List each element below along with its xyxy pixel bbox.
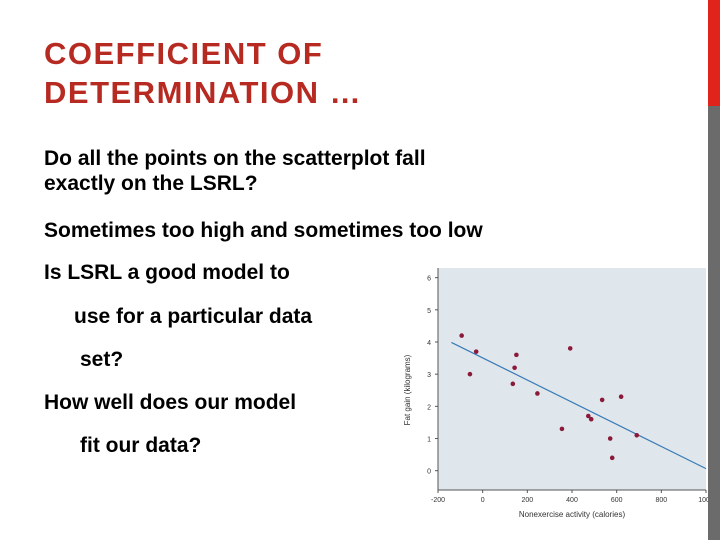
question-1-line-2: exactly on the LSRL? bbox=[44, 172, 258, 195]
scatterplot-chart: 0 1 2 3 4 5 6 -200 0 200 400 600 800 1000 Fat gain (… bbox=[398, 264, 708, 528]
x-tick-label: 200 bbox=[521, 497, 533, 504]
question-1-line-1: Do all the points on the scatterplot fal… bbox=[44, 147, 426, 170]
data-point bbox=[535, 391, 540, 396]
y-ticks: 0 1 2 3 4 5 6 bbox=[427, 276, 438, 476]
y-tick-label: 3 bbox=[427, 372, 431, 379]
x-tick-label: 400 bbox=[566, 497, 578, 504]
y-tick-label: 6 bbox=[427, 276, 431, 283]
data-point bbox=[607, 436, 613, 441]
data-point bbox=[618, 394, 624, 399]
data-point bbox=[473, 349, 479, 354]
data-point bbox=[512, 365, 517, 371]
question-2-line-2: use for a particular data bbox=[74, 305, 313, 328]
slide-title: COEFFICIENT OF DETERMINATION … bbox=[44, 34, 644, 112]
y-axis-label: Fat gain (kilograms) bbox=[403, 354, 412, 425]
y-tick-label: 2 bbox=[427, 404, 431, 411]
y-tick-label: 5 bbox=[427, 308, 431, 315]
question-2-line-3: set? bbox=[80, 348, 124, 371]
regression-line bbox=[451, 341, 707, 470]
y-tick-label: 1 bbox=[427, 437, 431, 444]
title-line-1: COEFFICIENT OF bbox=[44, 36, 324, 71]
x-tick-label: 0 bbox=[481, 497, 485, 504]
x-tick-label: -200 bbox=[431, 497, 445, 504]
question-2-line-1: Is LSRL a good model to bbox=[44, 261, 290, 284]
data-point bbox=[459, 333, 464, 338]
data-point bbox=[514, 352, 519, 358]
data-point bbox=[586, 413, 591, 419]
x-tick-label: 800 bbox=[655, 497, 667, 504]
edge-red-segment bbox=[708, 0, 720, 106]
data-point bbox=[510, 381, 516, 387]
data-point bbox=[588, 416, 594, 422]
data-point bbox=[609, 455, 615, 461]
title-line-2: DETERMINATION … bbox=[44, 75, 363, 110]
data-point bbox=[559, 426, 565, 432]
x-axis-label: Nonexercise activity (calories) bbox=[519, 510, 626, 519]
x-tick-label: 600 bbox=[611, 497, 623, 504]
data-point bbox=[467, 371, 473, 377]
data-point bbox=[634, 433, 640, 438]
x-tick-label: 1000 bbox=[698, 497, 708, 504]
question-3-line-2: fit our data? bbox=[80, 434, 202, 457]
question-3-line-1: How well does our model bbox=[44, 391, 297, 414]
plot-area bbox=[438, 268, 706, 490]
data-point bbox=[599, 397, 605, 403]
y-tick-label: 0 bbox=[427, 469, 431, 476]
edge-gray-segment bbox=[708, 106, 720, 540]
right-edge-decoration bbox=[708, 0, 720, 540]
x-ticks: -200 0 200 400 600 800 1000 bbox=[431, 490, 708, 504]
data-points bbox=[459, 333, 640, 461]
data-point bbox=[567, 346, 573, 351]
answer-text: Sometimes too high and sometimes too low bbox=[44, 219, 483, 242]
y-tick-label: 4 bbox=[427, 340, 431, 347]
